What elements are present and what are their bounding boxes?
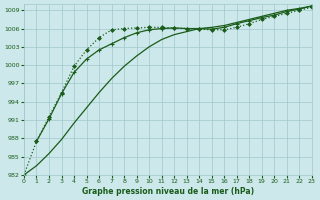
- X-axis label: Graphe pression niveau de la mer (hPa): Graphe pression niveau de la mer (hPa): [82, 187, 254, 196]
